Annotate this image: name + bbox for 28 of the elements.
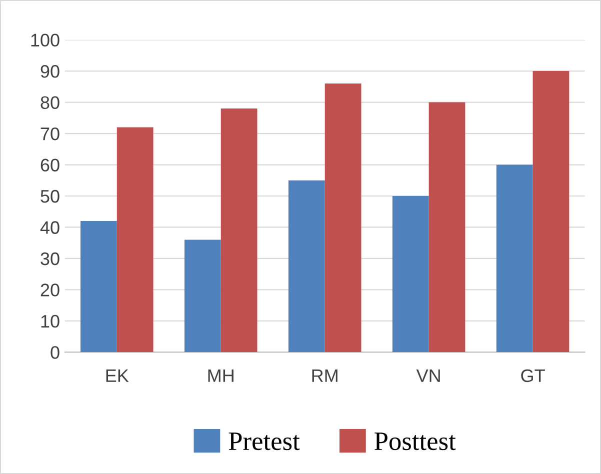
x-tick-label: EK [106, 370, 129, 382]
bar [392, 196, 429, 352]
y-tick-label: 50 [40, 190, 60, 203]
y-tick-label: 20 [40, 284, 60, 296]
bar [496, 164, 533, 352]
legend-label: Pretest [228, 432, 300, 450]
x-tick-label: MH [208, 370, 234, 382]
bar [532, 71, 570, 352]
bar [324, 84, 362, 352]
y-tick-label: 60 [40, 158, 60, 172]
bar [288, 180, 325, 352]
bar [184, 240, 221, 352]
y-tick-label: 90 [40, 64, 60, 78]
y-tick-label: 40 [40, 221, 60, 234]
y-tick-label: 30 [40, 252, 60, 266]
legend-label: Posttest [374, 432, 456, 450]
x-tick-label: RM [312, 370, 338, 382]
bar [428, 102, 466, 352]
y-tick-label: 10 [41, 314, 60, 328]
x-tick-label: VN [416, 370, 440, 382]
y-tick-label: 0 [50, 346, 60, 359]
x-tick-label: GT [521, 369, 545, 382]
y-tick-label: 100 [31, 34, 60, 47]
y-tick-label: 80 [40, 96, 60, 110]
bar [220, 108, 258, 352]
y-tick-label: 70 [40, 127, 60, 140]
bar [80, 220, 117, 352]
bar [116, 127, 154, 352]
